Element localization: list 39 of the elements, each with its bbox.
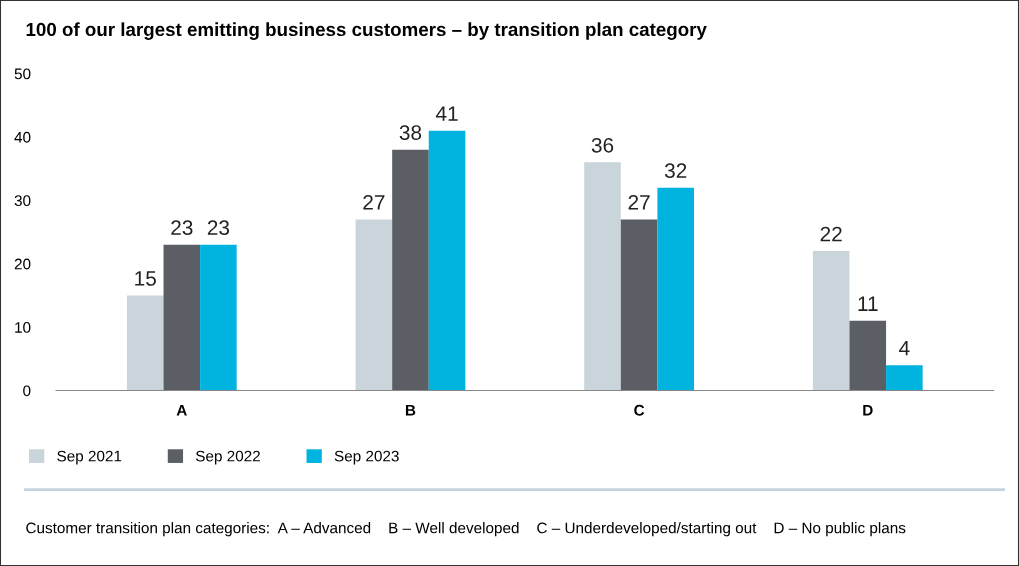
y-tick-label: 50: [14, 68, 31, 80]
data-label: 36: [591, 137, 614, 153]
data-label: 23: [207, 220, 230, 236]
bar: [355, 219, 393, 391]
x-tick-label: B: [405, 404, 416, 416]
legend-label: Sep 2022: [195, 450, 260, 465]
x-tick-label: D: [863, 404, 873, 416]
bar: [657, 187, 694, 391]
bar: [849, 320, 887, 391]
data-label: 38: [399, 125, 422, 140]
bar: [163, 244, 201, 391]
data-label: 41: [435, 106, 458, 121]
data-label: 15: [135, 271, 156, 286]
y-tick-label: 0: [23, 385, 31, 397]
bar: [812, 251, 850, 391]
x-tick-label: C: [634, 404, 645, 416]
data-label: 27: [363, 194, 385, 210]
y-tick-label: 10: [15, 322, 31, 333]
bar: [392, 149, 429, 391]
x-tick-label: A: [176, 404, 187, 416]
legend-label: Sep 2021: [57, 450, 122, 465]
bar: [200, 244, 237, 391]
legend-label: Sep 2023: [334, 450, 399, 465]
text: Customer transition plan categories: A – Advanced B – Well developed C – Underdeveloped/starting out D – No public plans: [26, 522, 906, 537]
chart-title: 100 of our largest emitting business customers – by transition plan category: [26, 22, 707, 40]
bar: [620, 219, 658, 391]
data-label: 32: [664, 163, 687, 179]
y-tick-label: 40: [14, 131, 31, 143]
data-label: 27: [628, 194, 650, 210]
data-label: 4: [899, 340, 910, 356]
bar: [428, 130, 466, 391]
y-tick-label: 30: [14, 195, 31, 207]
bar: [886, 365, 923, 391]
data-label: 22: [820, 226, 842, 242]
y-tick-label: 20: [14, 258, 31, 270]
data-label: 23: [171, 220, 193, 236]
bar: [584, 162, 621, 391]
bar: [126, 295, 164, 391]
data-label: 11: [858, 296, 878, 311]
